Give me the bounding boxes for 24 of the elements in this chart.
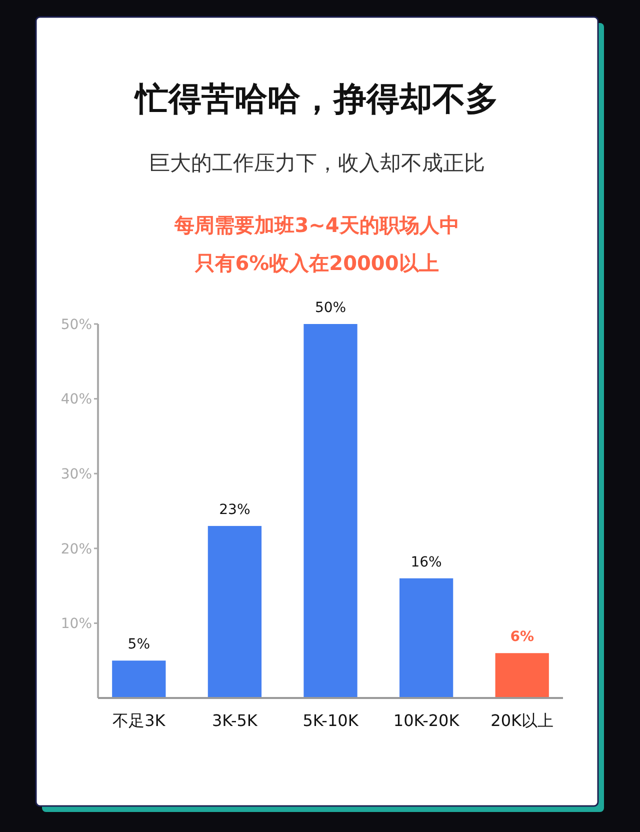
x-tick-label: 不足3K (112, 711, 166, 730)
y-tick-label: 30% (60, 466, 92, 482)
y-tick-label: 20% (60, 541, 92, 558)
bar (495, 653, 549, 698)
data-label: 6% (510, 629, 534, 646)
data-label: 23% (219, 502, 250, 518)
chart-title: 忙得苦哈哈，挣得却不多 (134, 79, 498, 118)
data-label: 50% (314, 300, 346, 316)
text: 只有6%收入在20000以上 (194, 251, 439, 275)
y-tick-label: 10% (60, 616, 92, 632)
x-tick-label: 5K-10K (302, 711, 359, 730)
data-label: 16% (410, 554, 442, 570)
y-tick-label: 40% (60, 392, 92, 408)
x-tick-label: 10K-20K (393, 711, 460, 730)
bar (208, 526, 262, 698)
x-tick-label: 20K以上 (490, 711, 554, 730)
chart-subtitle: 巨大的工作压力下，收入却不成正比 (149, 151, 485, 175)
x-tick-label: 3K-5K (212, 711, 258, 730)
bar (304, 324, 358, 698)
y-tick-label: 50% (60, 316, 92, 333)
bar (112, 660, 166, 698)
bar (399, 578, 454, 698)
data-label: 5% (128, 636, 150, 653)
text: 每周需要加班3~4天的职场人中 (174, 213, 460, 237)
